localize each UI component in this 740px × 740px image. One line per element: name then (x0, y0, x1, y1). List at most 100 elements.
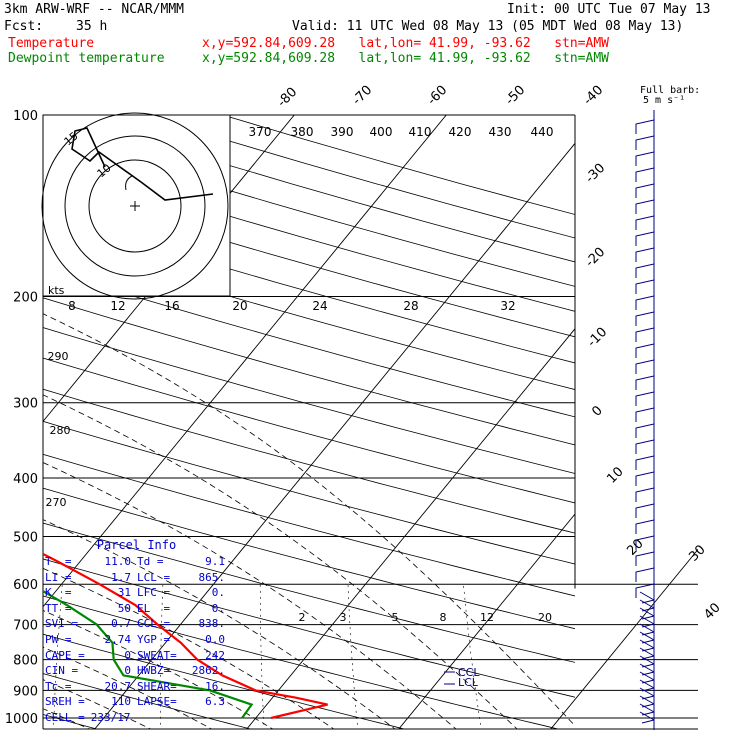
theta-e-label: 380 (291, 125, 314, 139)
moist-adiabat (43, 519, 396, 729)
barb-note-line1: Full barb: (640, 85, 701, 96)
valid-time: Valid: 11 UTC Wed 08 May 13 (05 MDT Wed … (292, 19, 684, 34)
cell-label: CELL = (45, 710, 85, 724)
pressure-label: 300 (13, 397, 38, 412)
parcel-value: 0.7 (111, 617, 131, 631)
temp-axis-label: 32 (500, 299, 515, 313)
cell-value: 233/17 (90, 710, 131, 724)
wind-barb (635, 391, 655, 406)
wind-barb (635, 311, 655, 326)
model-title: 3km ARW-WRF -- NCAR/MMM (4, 2, 185, 17)
wind-barb (635, 487, 655, 502)
dry-adiabat (43, 522, 575, 663)
temp-axis-label: 28 (403, 299, 418, 313)
forecast-hour: 35 h (76, 19, 108, 34)
parcel-label: Td = (137, 555, 164, 568)
pressure-label: 200 (13, 291, 38, 306)
wind-barb (635, 199, 655, 214)
parcel-row: LI = 1.7 LCL = 865. (45, 570, 228, 586)
hodograph-trace (71, 127, 214, 201)
hodograph-ring (41, 112, 229, 300)
temperature-line (43, 552, 328, 720)
isotherm-label: 40 (701, 600, 723, 622)
wind-barb (635, 263, 655, 278)
sounding-profiles (43, 552, 328, 720)
wind-barb (635, 455, 655, 470)
parcel-row: CELL = 233/17 (45, 710, 228, 726)
pressure-label: 500 (13, 530, 38, 545)
parcel-label: CCL = (137, 617, 171, 631)
parcel-label: SVI = (45, 617, 79, 631)
mixing-ratio-label: 5 (392, 611, 399, 624)
wind-barb (635, 551, 655, 566)
mixing-ratio-label: 12 (480, 611, 494, 624)
wind-barb (635, 135, 655, 150)
temp-axis-label: 8 (68, 299, 76, 313)
pressure-label: 800 (13, 654, 38, 669)
init-time: Init: 00 UTC Tue 07 May 13 (507, 2, 711, 17)
parcel-label: SREH = (45, 695, 85, 709)
wind-barb (635, 247, 655, 262)
isotherm-line (94, 142, 575, 729)
wind-barb (635, 151, 655, 166)
parcel-value: 865. (198, 570, 226, 584)
theta-label: 270 (46, 496, 67, 509)
parcel-row: TT = 50 EL = 0. (45, 601, 228, 617)
wind-barbs (635, 110, 655, 730)
dry-adiabat (43, 673, 252, 729)
isotherm-line (701, 115, 740, 731)
dry-adiabat (43, 487, 575, 630)
parcel-value: 1.7 (111, 570, 131, 584)
dry-adiabat (43, 297, 575, 446)
parcel-label: K = (45, 586, 72, 600)
parcel-value: 110 (111, 695, 131, 709)
parcel-label: LCL = (137, 570, 171, 584)
parcel-label: EL = (137, 601, 171, 615)
parcel-row: SREH = 110 LAPSE= 6.3 (45, 694, 228, 710)
parcel-value: 16. (205, 679, 225, 693)
barb-note-line2: 5 m s⁻¹ (643, 95, 686, 106)
wind-barb (635, 327, 655, 342)
lcl-marker (444, 671, 455, 685)
parcel-value: 9.1 (205, 555, 225, 568)
isotherm-label: -40 (581, 83, 607, 109)
temp-axis-label: 20 (232, 299, 247, 313)
pressure-label: 1000 (5, 712, 38, 727)
wind-barb (635, 215, 655, 230)
moist-adiabat (43, 567, 335, 729)
temp-axis-label: 16 (164, 299, 179, 313)
isotherm-label: -70 (350, 83, 376, 109)
mixing-ratio-label: 3 (340, 611, 347, 624)
parcel-label: CAPE = (45, 648, 85, 662)
pressure-label: 400 (13, 472, 38, 487)
wind-barb (635, 359, 655, 374)
hodograph-ring (64, 135, 206, 277)
parcel-info: Parcel Info T = 11.0 Td = 9.1 LI = 1.7 LCL … (45, 538, 228, 726)
mixing-ratio-line (463, 584, 482, 729)
parcel-value: 838. (198, 617, 226, 631)
wind-barb (635, 471, 655, 486)
pressure-label: 900 (13, 684, 38, 699)
parcel-value: 20.7 (104, 679, 132, 693)
kts-label: kts (48, 284, 65, 297)
isotherm-label: -20 (583, 245, 609, 271)
mixing-ratio-label: 20 (538, 611, 552, 624)
parcel-label: Tc = (45, 679, 72, 693)
moist-adiabat (43, 646, 213, 729)
isotherm-label: -30 (583, 161, 609, 187)
wind-barb (635, 583, 655, 598)
isotherm-line (550, 548, 698, 729)
legend-dewpoint: Dewpoint temperature (8, 51, 165, 66)
theta-e-label: 390 (331, 125, 354, 139)
mixing-ratio-line (259, 584, 265, 729)
parcel-label: SWEAT= (137, 648, 177, 662)
dry-adiabat (43, 558, 575, 698)
parcel-value: 0 (124, 648, 131, 662)
pressure-label: 600 (13, 578, 38, 593)
parcel-row: Tc = 20.7 SHEAR= 16. (45, 679, 228, 695)
wind-barb (635, 375, 655, 390)
theta-label: 280 (50, 424, 71, 437)
parcel-value: 242 (205, 648, 225, 662)
grid-lines (43, 115, 575, 729)
wind-barb (635, 343, 655, 358)
